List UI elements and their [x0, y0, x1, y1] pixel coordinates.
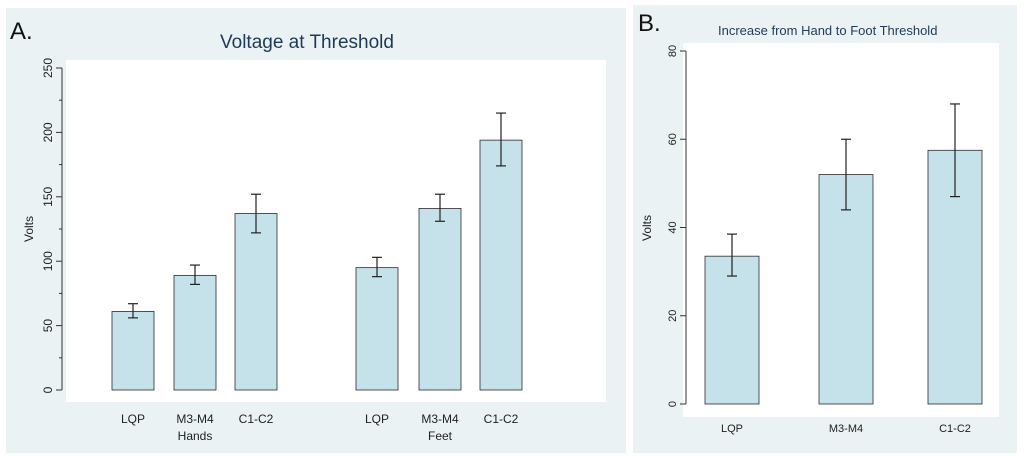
y-tick-label: 0	[41, 386, 55, 393]
x-tick-label: C1-C2	[239, 412, 274, 426]
y-tick-label: 250	[41, 58, 55, 78]
panel-b-label: B.	[638, 10, 661, 37]
bar	[818, 174, 874, 405]
bar	[355, 267, 399, 391]
y-tick-label: 150	[41, 186, 55, 206]
x-tick-label: M3-M4	[829, 423, 863, 435]
y-tick-label: 50	[41, 319, 55, 333]
bar	[234, 213, 278, 391]
x-tick-label: C1-C2	[484, 412, 519, 426]
x-tick-label: LQP	[365, 412, 389, 426]
chart-b-title: Increase from Hand to Foot Threshold	[718, 23, 938, 38]
x-tick-label: M3-M4	[421, 412, 459, 426]
bar	[173, 274, 217, 391]
chart-a-title: Voltage at Threshold	[220, 32, 394, 53]
x-tick-label: LQP	[121, 412, 145, 426]
y-axis-label: Volts	[640, 215, 654, 241]
y-tick-label: 80	[667, 45, 679, 57]
y-tick-label: 200	[41, 122, 55, 142]
y-tick-label: 20	[667, 310, 679, 322]
bar	[479, 139, 523, 391]
x-tick-label: LQP	[721, 423, 743, 435]
y-tick-label: 40	[667, 221, 679, 233]
bar	[418, 207, 462, 391]
y-tick-label: 100	[41, 251, 55, 271]
y-tick-label: 0	[667, 401, 679, 407]
x-group-label: Hands	[178, 429, 213, 443]
x-tick-label: M3-M4	[176, 412, 214, 426]
y-axis-label: Volts	[22, 216, 36, 242]
x-group-label: Feet	[428, 429, 453, 443]
y-tick-label: 60	[667, 133, 679, 145]
panel-a-label: A.	[10, 18, 33, 45]
bar	[111, 311, 155, 391]
x-tick-label: C1-C2	[939, 423, 971, 435]
bar	[704, 255, 760, 405]
